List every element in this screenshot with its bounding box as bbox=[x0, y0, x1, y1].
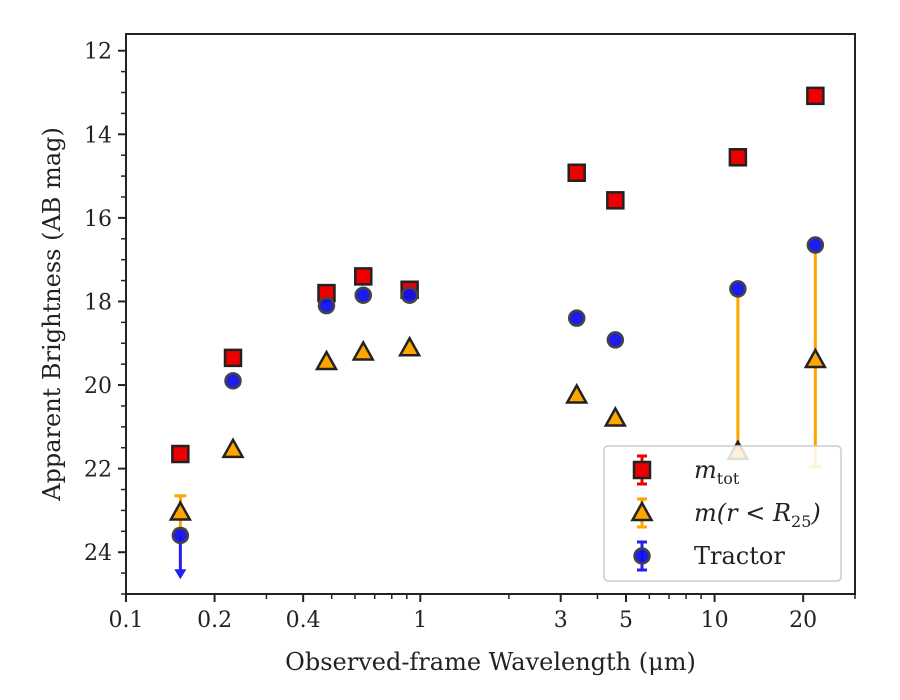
point-0-8 bbox=[807, 88, 823, 104]
point-0-6 bbox=[607, 192, 623, 208]
point-2-4 bbox=[402, 288, 417, 303]
legend-label-2: Tractor bbox=[694, 542, 785, 570]
point-0-5 bbox=[569, 165, 585, 181]
x-tick-label-3: 3 bbox=[554, 608, 568, 633]
legend-marker-0 bbox=[634, 462, 650, 478]
point-2-7 bbox=[730, 281, 745, 296]
legend-marker-2 bbox=[635, 549, 650, 564]
point-2-3 bbox=[356, 288, 371, 303]
y-tick-label-20: 20 bbox=[84, 374, 112, 399]
point-2-6 bbox=[608, 332, 623, 347]
point-0-1 bbox=[225, 350, 241, 366]
point-2-5 bbox=[569, 311, 584, 326]
y-tick-label-16: 16 bbox=[84, 207, 112, 232]
point-0-3 bbox=[355, 268, 371, 284]
x-tick-label-0.1: 0.1 bbox=[109, 608, 144, 633]
point-0-0 bbox=[172, 446, 188, 462]
y-tick-label-14: 14 bbox=[84, 123, 112, 148]
scatter-chart: 0.1 0.2 0.4 1 3 5 10 20 12 14 16 18 20 22 24 mtotm(r <… bbox=[0, 0, 900, 700]
x-tick-label-5: 5 bbox=[619, 608, 633, 633]
y-axis-label: Apparent Brightness (AB mag) bbox=[38, 127, 66, 502]
x-tick-label-0.2: 0.2 bbox=[197, 608, 232, 633]
x-tick-label-20: 20 bbox=[789, 608, 817, 633]
point-2-8 bbox=[808, 238, 823, 253]
y-tick-label-18: 18 bbox=[84, 290, 112, 315]
x-tick-label-10: 10 bbox=[701, 608, 729, 633]
y-tick-label-22: 22 bbox=[84, 458, 112, 483]
y-tick-label-24: 24 bbox=[84, 541, 112, 566]
x-tick-label-0.4: 0.4 bbox=[286, 608, 321, 633]
point-2-1 bbox=[226, 373, 241, 388]
point-2-0 bbox=[173, 528, 188, 543]
x-tick-label-1: 1 bbox=[413, 608, 427, 633]
point-2-2 bbox=[319, 298, 334, 313]
point-0-7 bbox=[730, 149, 746, 165]
y-tick-label-12: 12 bbox=[84, 40, 112, 65]
x-axis-label: Observed-frame Wavelength (μm) bbox=[285, 648, 696, 676]
